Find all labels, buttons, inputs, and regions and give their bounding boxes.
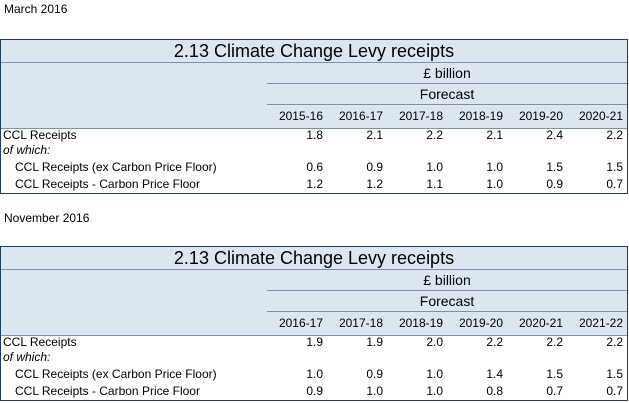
cell-value: 0.9 (306, 384, 323, 398)
cell-value: 1.0 (306, 367, 323, 381)
cell-value: 0.6 (306, 160, 323, 174)
period-label-november-2016: November 2016 (4, 211, 90, 225)
table-row: CCL Receipts - Carbon Price Floor 1.2 1.… (1, 177, 627, 192)
year-header: 2020-21 (578, 109, 623, 123)
cell-value: 1.9 (306, 335, 323, 349)
row-label: CCL Receipts (ex Carbon Price Floor) (15, 160, 217, 174)
row-label: CCL Receipts - Carbon Price Floor (15, 384, 200, 398)
row-label: CCL Receipts - Carbon Price Floor (15, 177, 200, 191)
year-header: 2018-19 (458, 109, 503, 123)
table-row: CCL Receipts - Carbon Price Floor 0.9 1.… (1, 384, 627, 399)
cell-value: 0.9 (366, 160, 383, 174)
table-row: CCL Receipts (ex Carbon Price Floor) 0.6… (1, 160, 627, 175)
cell-value: 1.0 (426, 384, 443, 398)
ccl-table-november-2016: 2.13 Climate Change Levy receipts £ bill… (0, 246, 628, 401)
cell-value: 1.8 (306, 128, 323, 142)
year-header: 2020-21 (518, 316, 563, 330)
year-header: 2017-18 (398, 109, 443, 123)
ccl-table-march-2016: 2.13 Climate Change Levy receipts £ bill… (0, 39, 628, 194)
cell-value: 2.4 (546, 128, 563, 142)
cell-value: 1.0 (486, 177, 503, 191)
cell-value: 1.2 (306, 177, 323, 191)
year-header: 2019-20 (518, 109, 563, 123)
cell-value: 1.5 (546, 367, 563, 381)
table-row: CCL Receipts 1.9 1.9 2.0 2.2 2.2 2.2 (1, 335, 627, 350)
cell-value: 0.7 (606, 384, 623, 398)
cell-value: 0.7 (546, 384, 563, 398)
cell-value: 1.1 (426, 177, 443, 191)
table-row: CCL Receipts (ex Carbon Price Floor) 1.0… (1, 367, 627, 382)
forecast-label: Forecast (267, 84, 627, 105)
year-header: 2018-19 (398, 316, 443, 330)
cell-value: 1.5 (546, 160, 563, 174)
cell-value: 1.4 (486, 367, 503, 381)
cell-value: 1.0 (426, 160, 443, 174)
year-header: 2016-17 (278, 316, 323, 330)
row-label: CCL Receipts (3, 335, 77, 349)
row-label: of which: (3, 350, 51, 364)
row-label: CCL Receipts (ex Carbon Price Floor) (15, 367, 217, 381)
cell-value: 2.2 (606, 335, 623, 349)
cell-value: 1.5 (606, 160, 623, 174)
table-row: of which: (1, 143, 627, 158)
cell-value: 0.9 (366, 367, 383, 381)
cell-value: 2.2 (426, 128, 443, 142)
cell-value: 1.9 (366, 335, 383, 349)
year-header: 2019-20 (458, 316, 503, 330)
forecast-label: Forecast (267, 291, 627, 312)
cell-value: 1.0 (366, 384, 383, 398)
table-title: 2.13 Climate Change Levy receipts (1, 247, 627, 270)
row-label: of which: (3, 143, 51, 157)
cell-value: 2.1 (366, 128, 383, 142)
cell-value: 2.2 (486, 335, 503, 349)
unit-label: £ billion (267, 63, 627, 84)
table-header: £ billion Forecast 2015-16 2016-17 2017-… (1, 63, 627, 129)
cell-value: 0.8 (486, 384, 503, 398)
year-header-row: 2016-17 2017-18 2018-19 2019-20 2020-21 … (267, 312, 627, 334)
cell-value: 0.7 (606, 177, 623, 191)
cell-value: 1.0 (486, 160, 503, 174)
cell-value: 1.0 (426, 367, 443, 381)
cell-value: 2.0 (426, 335, 443, 349)
cell-value: 2.1 (486, 128, 503, 142)
year-header: 2021-22 (578, 316, 623, 330)
cell-value: 2.2 (546, 335, 563, 349)
period-label-march-2016: March 2016 (4, 2, 68, 16)
table-row: CCL Receipts 1.8 2.1 2.2 2.1 2.4 2.2 (1, 128, 627, 143)
unit-label: £ billion (267, 270, 627, 291)
cell-value: 0.9 (546, 177, 563, 191)
row-label: CCL Receipts (3, 128, 77, 142)
year-header: 2016-17 (338, 109, 383, 123)
year-header: 2015-16 (278, 109, 323, 123)
table-title: 2.13 Climate Change Levy receipts (1, 40, 627, 63)
year-header-row: 2015-16 2016-17 2017-18 2018-19 2019-20 … (267, 105, 627, 127)
year-header: 2017-18 (338, 316, 383, 330)
cell-value: 2.2 (606, 128, 623, 142)
table-row: of which: (1, 350, 627, 365)
cell-value: 1.5 (606, 367, 623, 381)
table-header: £ billion Forecast 2016-17 2017-18 2018-… (1, 270, 627, 336)
cell-value: 1.2 (366, 177, 383, 191)
